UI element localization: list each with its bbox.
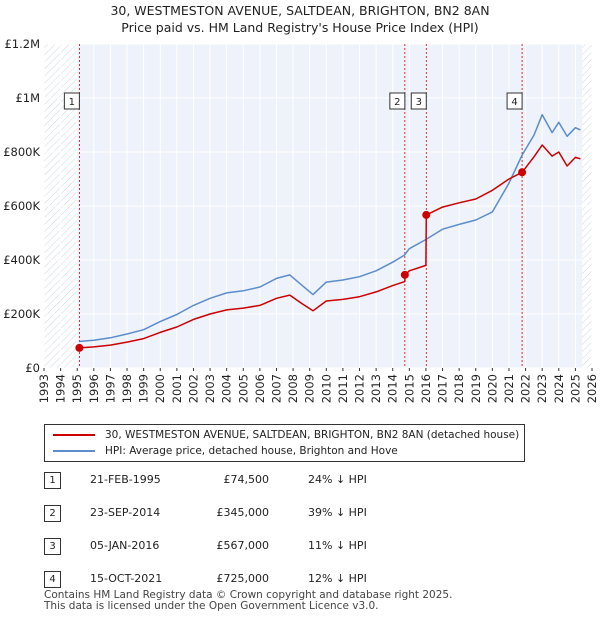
x-tick-label: 2015 [402,374,416,403]
x-tick-label: 2017 [436,374,450,403]
x-tick-label: 2001 [170,374,184,403]
x-tick-label: 2018 [452,374,466,403]
legend-label-property: 30, WESTMESTON AVENUE, SALTDEAN, BRIGHTO… [105,429,520,441]
x-tick-label: 2019 [469,374,483,403]
x-tick-label: 2011 [336,374,350,403]
transaction-hpi: 11% ↓ HPI [308,539,367,552]
legend-swatch-hpi [53,450,95,452]
y-tick-label: £0 [25,361,40,375]
x-tick-label: 2000 [153,374,167,403]
transaction-date: 21-FEB-1995 [90,473,161,486]
sale-label-box [63,92,80,110]
x-tick-label: 2023 [535,374,549,403]
transaction-badge: 1 [44,472,61,489]
y-tick-label: £800K [3,145,40,159]
x-tick-label: 2002 [186,374,200,403]
transaction-price: £567,000 [216,539,270,552]
x-tick-label: 2008 [286,374,300,403]
x-tick-label: 2012 [353,374,367,403]
x-tick-label: 2024 [552,374,566,403]
x-tick-label: 2025 [568,374,582,403]
table-row: 2 23-SEP-2014 £345,000 39% ↓ HPI [44,505,404,523]
legend-item-hpi: HPI: Average price, detached house, Brig… [53,443,398,459]
sale-point [422,210,431,219]
x-tick-label: 2007 [269,374,283,403]
legend: 30, WESTMESTON AVENUE, SALTDEAN, BRIGHTO… [44,424,525,462]
transaction-badge: 2 [44,505,61,522]
table-row: 3 05-JAN-2016 £567,000 11% ↓ HPI [44,538,404,556]
x-tick-label: 1999 [137,374,151,403]
footer-copyright: Contains HM Land Registry data © Crown c… [44,589,453,601]
hpi-series-line [78,113,581,343]
x-tick-label: 2026 [585,374,599,403]
x-tick-label: 1994 [54,374,68,403]
sale-label-box [506,92,523,110]
y-tick-label: £400K [3,253,40,267]
transaction-hpi: 12% ↓ HPI [308,572,367,585]
x-tick-label: 2006 [253,374,267,403]
x-tick-label: 2005 [236,374,250,403]
x-tick-label: 2003 [203,374,217,403]
x-tick-label: 2016 [419,374,433,403]
x-tick-label: 1993 [37,374,51,403]
x-tick-label: 2021 [502,374,516,403]
sale-point [400,270,409,279]
x-tick-label: 2013 [369,374,383,403]
sale-label: 2 [394,97,400,108]
x-tick-label: 1995 [70,374,84,403]
transaction-hpi: 24% ↓ HPI [308,473,367,486]
x-tick-label: 2014 [386,374,400,403]
transaction-date: 05-JAN-2016 [90,539,160,552]
footer: Contains HM Land Registry data © Crown c… [44,590,452,612]
sale-point [75,343,84,352]
sale-point [518,168,527,177]
x-tick-label: 1996 [87,374,101,403]
chart-subtitle: Price paid vs. HM Land Registry's House … [121,20,479,35]
y-tick-label: £1.2M [4,37,40,51]
y-tick-label: £1M [15,91,40,105]
y-tick-label: £600K [3,199,40,213]
footer-licence: This data is licensed under the Open Gov… [44,600,379,612]
x-tick-label: 2004 [220,374,234,403]
transaction-badge: 3 [44,538,61,555]
sale-label: 3 [416,97,422,108]
property-series-line [79,144,581,349]
sale-label: 1 [69,97,75,108]
x-tick-label: 2020 [485,374,499,403]
x-tick-label: 1997 [103,374,117,403]
legend-item-property: 30, WESTMESTON AVENUE, SALTDEAN, BRIGHTO… [53,427,519,443]
sale-label-box [410,92,427,110]
chart-title: 30, WESTMESTON AVENUE, SALTDEAN, BRIGHTO… [110,3,490,18]
sale-label: 4 [511,97,517,108]
transaction-price: £74,500 [223,473,270,486]
x-tick-label: 2022 [519,374,533,403]
transaction-price: £345,000 [216,506,270,519]
transaction-date: 23-SEP-2014 [90,506,161,519]
legend-swatch-property [53,434,95,436]
x-tick-label: 1998 [120,374,134,403]
table-row: 4 15-OCT-2021 £725,000 12% ↓ HPI [44,571,404,589]
transaction-price: £725,000 [216,572,270,585]
sale-label-box [389,92,406,110]
x-tick-label: 2010 [319,374,333,403]
x-tick-label: 2009 [303,374,317,403]
transaction-date: 15-OCT-2021 [90,572,163,585]
y-tick-label: £200K [3,307,40,321]
transaction-badge: 4 [44,571,61,588]
legend-label-hpi: HPI: Average price, detached house, Brig… [105,445,398,457]
transaction-hpi: 39% ↓ HPI [308,506,367,519]
table-row: 1 21-FEB-1995 £74,500 24% ↓ HPI [44,472,404,490]
